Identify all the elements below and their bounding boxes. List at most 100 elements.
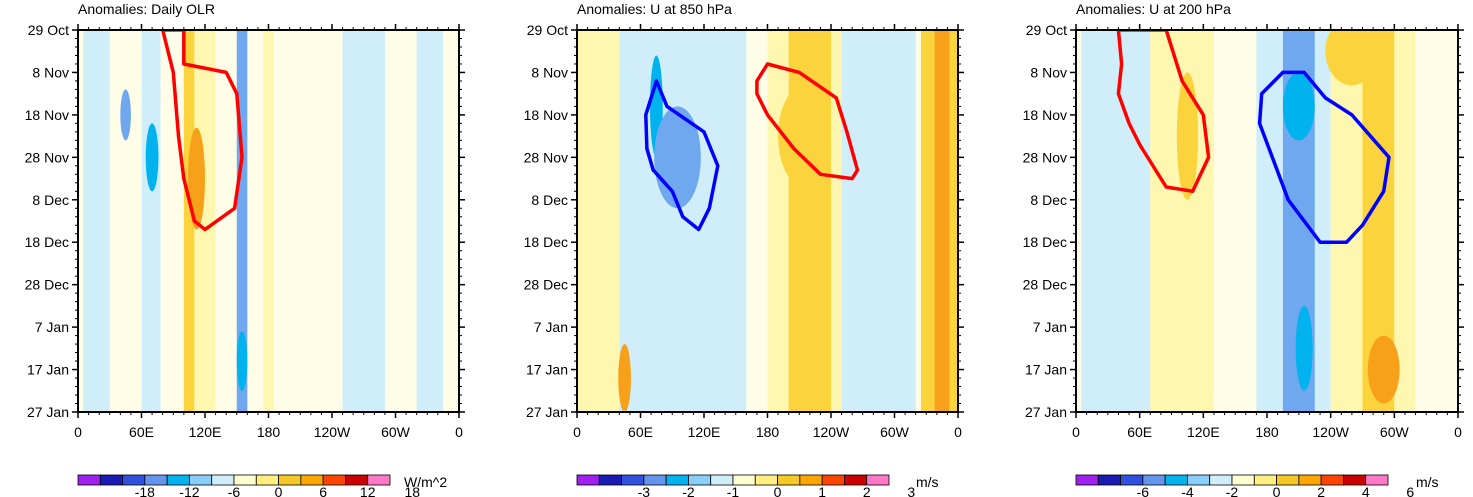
y-tick-label: 7 Jan: [35, 319, 69, 335]
colorbar-label: -6: [1137, 484, 1150, 497]
colorbar-label: 2: [863, 484, 871, 497]
colorbar-label: 0: [275, 484, 283, 497]
x-tick-label: 0: [455, 424, 463, 440]
y-tick-label: 18 Nov: [25, 107, 69, 123]
colorbar-swatch: [1097, 474, 1121, 486]
panel-title: Anomalies: U at 200 hPa: [1076, 1, 1231, 17]
y-tick-label: 29 Oct: [1026, 22, 1067, 38]
panel-title: Anomalies: U at 850 hPa: [577, 1, 732, 17]
x-tick-label: 180: [756, 424, 780, 440]
y-tick-label: 28 Dec: [524, 277, 568, 293]
y-tick-label: 29 Oct: [28, 22, 69, 38]
colorbar-label: -12: [179, 484, 199, 497]
colorbar-label: -2: [1226, 484, 1239, 497]
y-tick-label: 27 Jan: [1025, 404, 1067, 420]
x-tick-label: 120W: [813, 424, 850, 440]
y-axis: 29 Oct 8 Nov 18 Nov 28 Nov 8 Dec 18 Dec 28 Dec…: [1023, 22, 1464, 420]
y-tick-label: 17 Jan: [27, 362, 69, 378]
y-tick-label: 28 Dec: [25, 277, 69, 293]
anomaly-band: [342, 30, 385, 412]
y-tick-label: 8 Dec: [1030, 192, 1067, 208]
colorbar-label: -1: [727, 484, 740, 497]
y-tick-label: 28 Nov: [25, 149, 69, 165]
anomaly-band: [194, 30, 216, 412]
contour-line: [644, 79, 720, 232]
panel-u200: Anomalies: U at 200 hPa 29 Oct 8 Nov 18 No…: [1023, 1, 1464, 497]
contour-lines: [1116, 30, 1391, 244]
x-tick-label: 0: [1072, 424, 1080, 440]
colorbar-swatch: [866, 474, 890, 486]
anomaly-band: [83, 30, 110, 412]
anomaly-band: [934, 30, 950, 412]
x-tick-label: 60W: [1380, 424, 1410, 440]
x-axis: 0 60E 120E 180 120W 60W 0: [1072, 24, 1462, 440]
anomaly-band: [1081, 30, 1151, 412]
colorbar-label: -18: [135, 484, 155, 497]
y-tick-label: 28 Dec: [1023, 277, 1067, 293]
y-axis: 29 Oct 8 Nov 18 Nov 28 Nov 8 Dec 18 Dec 28 Dec…: [25, 22, 465, 420]
colorbar-label: -2: [682, 484, 695, 497]
y-tick-label: 8 Nov: [1030, 64, 1067, 80]
anomaly-blob: [654, 106, 701, 209]
y-tick-label: 8 Dec: [32, 192, 69, 208]
contour-line: [160, 30, 244, 232]
x-tick-label: 0: [1454, 424, 1462, 440]
anomaly-blob: [1282, 72, 1315, 141]
x-tick-label: 60E: [1127, 424, 1152, 440]
colorbar-label: 6: [319, 484, 327, 497]
y-tick-label: 18 Dec: [25, 234, 69, 250]
x-axis: 0 60E 120E 180 120W 60W 0: [573, 24, 962, 440]
anomaly-blob: [1176, 72, 1199, 200]
colorbar-label: 2: [1317, 484, 1325, 497]
colorbar: -18 -12 -6 0 6 12 18W/m^2: [77, 474, 447, 497]
x-tick-label: 0: [954, 424, 962, 440]
anomaly-blob: [145, 123, 159, 192]
x-tick-label: 180: [257, 424, 281, 440]
colorbar-unit: m/s: [916, 474, 939, 490]
anomaly-blob: [778, 85, 832, 188]
x-axis: 0 60E 120E 180 120W 60W 0: [74, 24, 463, 440]
x-tick-label: 120W: [314, 424, 351, 440]
y-tick-label: 29 Oct: [527, 22, 568, 38]
anomaly-band: [1150, 30, 1177, 412]
x-tick-label: 60W: [381, 424, 411, 440]
contour-lines: [160, 30, 244, 232]
y-tick-label: 17 Jan: [1025, 362, 1067, 378]
colorbar-swatch: [99, 474, 123, 486]
anomaly-band: [141, 30, 161, 412]
y-axis: 29 Oct 8 Nov 18 Nov 28 Nov 8 Dec 18 Dec 28 Dec…: [524, 22, 964, 420]
colorbar: -6 -4 -2 0 2 4 6m/s: [1075, 474, 1439, 497]
colorbar-swatch: [1365, 474, 1389, 486]
panel-u850: Anomalies: U at 850 hPa 29 Oct 8 Nov 18 No…: [524, 1, 964, 497]
anomaly-band: [416, 30, 444, 412]
anomaly-blob: [1367, 335, 1400, 404]
anomaly-blob: [618, 344, 631, 412]
anomaly-blob: [1325, 30, 1379, 86]
y-tick-label: 28 Nov: [524, 149, 568, 165]
contour-line: [755, 62, 860, 181]
panel-olr: Anomalies: Daily OLR 29 Oct 8 Nov 18 Nov 28…: [25, 1, 465, 497]
anomaly-band: [841, 30, 916, 412]
y-tick-label: 28 Nov: [1023, 149, 1067, 165]
x-tick-label: 120W: [1312, 424, 1349, 440]
x-tick-label: 60E: [628, 424, 653, 440]
colorbar-label: 4: [1362, 484, 1370, 497]
colorbar-label: -3: [638, 484, 651, 497]
colorbar-label: 3: [907, 484, 915, 497]
colorbar-swatch: [77, 474, 101, 486]
x-tick-label: 120E: [688, 424, 721, 440]
colorbar: -3 -2 -1 0 1 2 3m/s: [576, 474, 939, 497]
colorbar-label: 6: [1406, 484, 1414, 497]
x-tick-label: 0: [74, 424, 82, 440]
x-tick-label: 120E: [189, 424, 222, 440]
anomaly-band: [236, 30, 248, 412]
anomaly-blob: [120, 89, 131, 141]
heatmap-field: [1076, 30, 1458, 412]
colorbar-label: 12: [360, 484, 376, 497]
colorbar-label: 0: [1273, 484, 1281, 497]
panel-title: Anomalies: Daily OLR: [78, 1, 215, 17]
anomaly-band: [183, 30, 195, 412]
colorbar-label: 18: [404, 484, 420, 497]
y-tick-label: 18 Nov: [524, 107, 568, 123]
